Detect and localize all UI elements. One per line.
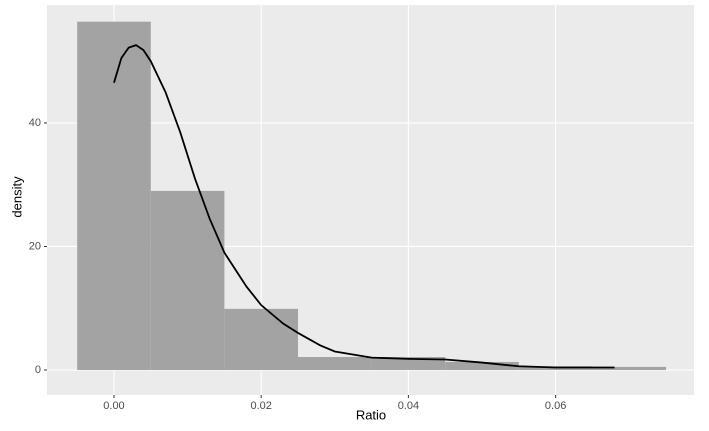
bar bbox=[297, 357, 372, 370]
y-tick-label: 0 bbox=[35, 364, 41, 376]
x-tick-label: 0.04 bbox=[398, 400, 419, 412]
y-tick-label: 20 bbox=[29, 240, 41, 252]
y-tick-label: 40 bbox=[29, 117, 41, 129]
x-tick-label: 0.02 bbox=[250, 400, 271, 412]
x-tick-label: 0.06 bbox=[545, 400, 566, 412]
bar bbox=[77, 21, 151, 370]
bar bbox=[150, 190, 225, 370]
bar bbox=[371, 357, 446, 370]
x-tick-label: 0.00 bbox=[103, 400, 124, 412]
x-axis-title: Ratio bbox=[356, 407, 386, 422]
bar bbox=[224, 308, 298, 370]
y-axis-title: density bbox=[9, 176, 24, 218]
density-line bbox=[113, 44, 615, 369]
bar bbox=[445, 361, 519, 370]
bar bbox=[592, 366, 667, 370]
